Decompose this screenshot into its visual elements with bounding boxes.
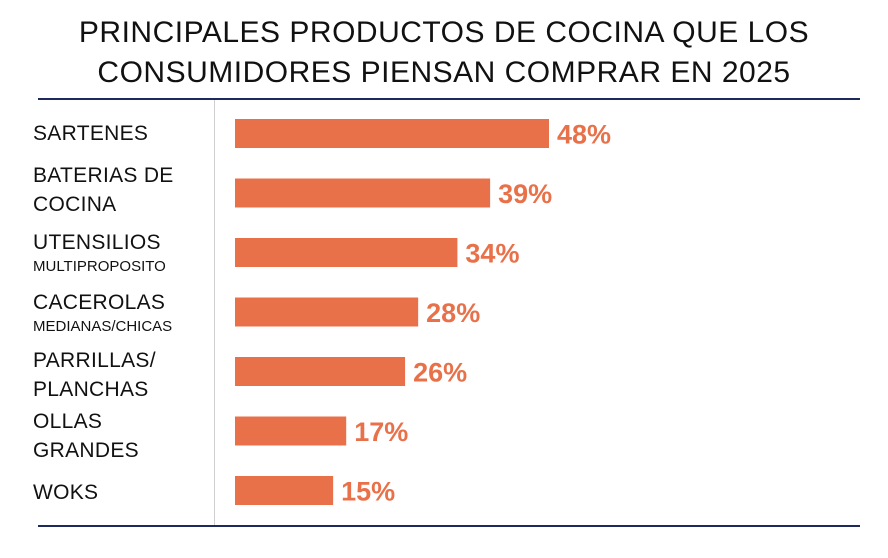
category-label-4-line-0: PARRILLAS/ [33, 349, 156, 372]
category-axis-line [214, 100, 215, 525]
category-label-5-line-0: OLLAS [33, 410, 103, 433]
bar-5 [235, 416, 347, 446]
value-label-3: 28% [426, 298, 480, 328]
category-label-5: OLLAS GRANDES [33, 407, 213, 465]
category-sublabel-3: MEDIANAS/CHICAS [33, 318, 173, 335]
bar-3 [235, 297, 419, 327]
category-label-4: PARRILLAS/PLANCHAS [33, 346, 213, 404]
bar-6 [235, 476, 334, 505]
bar-0 [235, 119, 549, 148]
category-label-2: UTENSILIOS MULTIPROPOSITO [33, 228, 213, 276]
value-label-6: 15% [341, 477, 395, 507]
top-rule [38, 98, 860, 100]
bar-2 [235, 238, 458, 267]
value-label-4: 26% [413, 358, 467, 388]
bottom-rule [38, 525, 860, 527]
category-label-3: CACEROLAS MEDIANAS/CHICAS [33, 288, 213, 336]
chart-title-line-1: PRINCIPALES PRODUCTOS DE COCINA QUE LOS [78, 16, 810, 49]
category-label-6-line-0: WOKS [33, 481, 99, 504]
category-label-6: WOKS [33, 478, 213, 507]
category-label-5-line-1: GRANDES [33, 439, 139, 462]
value-label-5: 17% [354, 417, 408, 447]
bar-4 [235, 357, 406, 386]
category-label-3-line-0: CACEROLAS [33, 291, 166, 314]
category-label-0: SARTENES [33, 119, 213, 148]
value-label-1: 39% [498, 179, 552, 209]
category-label-1: BATERIAS DE COCINA [33, 161, 213, 219]
value-label-0: 48% [557, 120, 611, 150]
category-label-1-line-1: COCINA [33, 193, 117, 216]
category-sublabel-2: MULTIPROPOSITO [33, 258, 166, 275]
value-label-2: 34% [465, 239, 519, 269]
category-label-2-line-0: UTENSILIOS [33, 231, 161, 254]
chart-title-line-2: CONSUMIDORES PIENSAN COMPRAR EN 2025 [97, 56, 791, 89]
category-label-1-line-0: BATERIAS DE [33, 164, 174, 187]
category-label-4-line-1: PLANCHAS [33, 378, 149, 401]
bar-1 [235, 178, 491, 208]
category-label-0-line-0: SARTENES [33, 122, 149, 145]
